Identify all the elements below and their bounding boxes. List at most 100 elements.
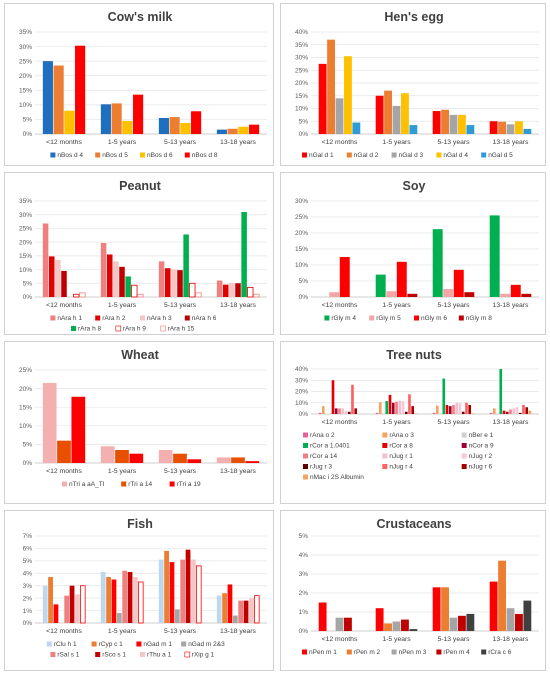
bar-rtri-a-14	[57, 440, 71, 463]
bar-nara-h-3	[113, 261, 119, 297]
y-tick-label: 25%	[19, 226, 32, 233]
legend-label: rAna o 3	[389, 432, 414, 439]
legend-label: nGal d 4	[443, 152, 468, 159]
bar-njug-r-4	[522, 405, 525, 414]
bar-rcor-a-1-0401	[499, 369, 503, 414]
bar-rcyp-c-1	[106, 577, 111, 623]
bar-rgly-m-4	[375, 274, 386, 297]
legend-swatch	[382, 453, 388, 459]
legend-label: rAra h 15	[168, 326, 195, 333]
bar-rcra-c-6	[466, 613, 475, 631]
legend-label: rClu h 1	[54, 641, 77, 648]
bar-rjug-r-3	[518, 412, 522, 414]
legend-label: nPen m 3	[399, 649, 427, 656]
legend-swatch	[303, 474, 308, 480]
bar-njug-r-6	[468, 405, 472, 414]
y-tick-label: 25%	[295, 214, 308, 221]
bar-nber-e-1	[325, 413, 328, 414]
bar-ngal-d-4	[515, 121, 523, 134]
x-category-label: 13-18 years	[493, 302, 529, 309]
y-tick-label: 15%	[19, 87, 32, 94]
bar-npen-m-3	[335, 617, 344, 631]
bar-rgly-m-5	[500, 293, 511, 297]
legend-label: rAra h 8	[78, 326, 102, 333]
legend-swatch	[369, 315, 375, 321]
y-tick-label: 4%	[23, 570, 33, 577]
bar-nmac-i-2s-albumin	[414, 413, 418, 414]
bar-ncor-a-9	[334, 408, 338, 414]
bar-rana-o-3	[492, 408, 496, 414]
bar-rclu-h-1	[216, 595, 222, 623]
bar-rtri-a-14	[231, 457, 245, 463]
legend-swatch	[382, 432, 388, 438]
y-tick-label: 5%	[23, 280, 33, 287]
bar-rthu-a-1	[133, 577, 138, 623]
legend-swatch	[71, 326, 76, 331]
legend-swatch	[160, 325, 166, 332]
x-category-label: 1-5 years	[382, 139, 411, 146]
chart-title: Fish	[127, 517, 153, 531]
bar-nara-h-1	[216, 280, 223, 297]
bar-ngal-d-5	[466, 125, 475, 134]
chart-title: Cow's milk	[108, 10, 173, 24]
y-tick-label: 0%	[299, 131, 309, 138]
y-tick-label: 1%	[23, 608, 33, 615]
bar-rtri-a-14	[173, 453, 187, 463]
bar-rjug-r-3	[347, 411, 351, 414]
bar-nara-h-3	[55, 259, 61, 297]
bar-rara-h-9	[131, 284, 138, 298]
y-tick-label: 7%	[23, 533, 33, 540]
y-tick-label: 20%	[295, 230, 308, 237]
chart-tree-nuts: Tree nuts 0% 10% 20% 30% 40% <12 months 1-5 yea…	[295, 348, 539, 481]
legend-swatch	[391, 152, 397, 158]
bar-rclu-h-1	[158, 559, 164, 623]
y-tick-label: 5%	[299, 533, 309, 540]
bar-nber-e-1	[439, 413, 442, 414]
bar-npen-m-1	[375, 608, 384, 631]
y-tick-label: 3%	[23, 583, 33, 590]
bar-rsco-s-1	[127, 572, 133, 623]
bar-nber-e-1	[382, 413, 385, 414]
chart-wheat: Wheat 0% 5% 10% 15% 20% 25% <12 months 1-5 years…	[19, 348, 267, 488]
legend-label: nGad m 2&3	[188, 641, 225, 648]
bar-nara-h-1	[158, 261, 165, 297]
legend-swatch	[46, 641, 52, 647]
y-tick-label: 10%	[19, 423, 32, 430]
bar-rana-o-2	[432, 412, 436, 414]
legend-swatch	[346, 152, 352, 158]
x-category-label: 5-13 years	[164, 628, 197, 635]
bar-rthu-a-1	[191, 559, 196, 623]
bar-rgly-m-4	[432, 229, 443, 297]
bar-njug-r-6	[411, 406, 415, 414]
bar-rara-h-8	[183, 234, 189, 297]
bar-rana-o-3	[321, 406, 325, 414]
legend-label: nGad m 1	[143, 641, 172, 648]
bar-nbos-d-4	[216, 129, 227, 134]
legend-swatch	[481, 649, 487, 655]
legend-label: rGly m 5	[376, 315, 401, 322]
x-category-label: <12 months	[46, 302, 82, 309]
y-tick-label: 20%	[295, 80, 308, 87]
y-tick-label: 0%	[299, 628, 309, 635]
bar-nbos-d-6	[64, 110, 75, 134]
legend-swatch	[184, 152, 190, 158]
legend-label: rCor a 1.0401	[310, 443, 350, 450]
bar-npen-m-1	[432, 587, 441, 631]
y-tick-label: 30%	[19, 212, 32, 219]
bar-rara-h-8	[125, 276, 131, 297]
y-tick-label: 40%	[295, 366, 308, 373]
bar-ngal-d-1	[375, 95, 384, 134]
chart-panel-soy: Soy 0% 5% 10% 15% 20% 25% 30% <12 months 1-5 year…	[280, 172, 546, 335]
y-tick-label: 15%	[295, 93, 308, 100]
legend-label: rGly m 4	[331, 315, 356, 322]
legend-swatch	[140, 152, 145, 158]
bar-ngal-d-2	[384, 90, 392, 134]
bar-nmac-i-2s-albumin	[471, 413, 475, 414]
x-category-label: <12 months	[322, 636, 358, 643]
bar-ngly-m-8	[464, 292, 475, 297]
legend-swatch	[436, 152, 442, 158]
y-tick-label: 5%	[23, 558, 33, 565]
bar-rcor-a-14	[452, 405, 455, 414]
legend-swatch	[461, 432, 467, 438]
bar-rana-o-2	[375, 412, 379, 414]
